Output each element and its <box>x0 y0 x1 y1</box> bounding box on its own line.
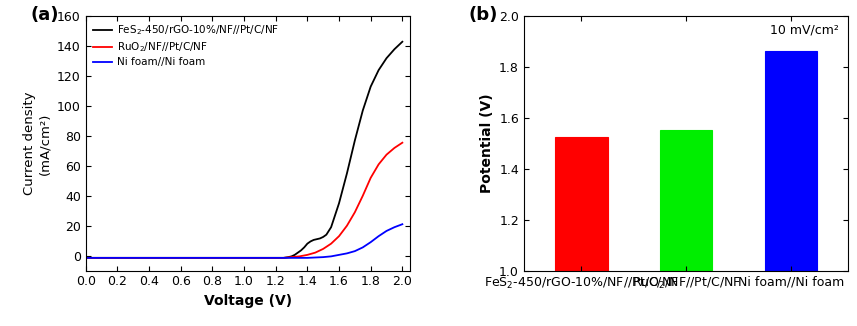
Text: (a): (a) <box>31 6 59 24</box>
Text: (b): (b) <box>469 6 498 24</box>
Text: 10 mV/cm²: 10 mV/cm² <box>770 24 839 37</box>
Y-axis label: Potential (V): Potential (V) <box>480 94 494 193</box>
Legend: FeS$_2$-450/rGO-10%/NF//Pt/C/NF, RuO$_2$/NF//Pt/C/NF, Ni foam//Ni foam: FeS$_2$-450/rGO-10%/NF//Pt/C/NF, RuO$_2$… <box>91 22 281 69</box>
X-axis label: Voltage (V): Voltage (V) <box>204 294 292 308</box>
Bar <box>764 52 817 271</box>
Bar <box>555 137 608 271</box>
Bar <box>660 130 712 271</box>
Y-axis label: Current density
(mA/cm²): Current density (mA/cm²) <box>23 92 51 195</box>
